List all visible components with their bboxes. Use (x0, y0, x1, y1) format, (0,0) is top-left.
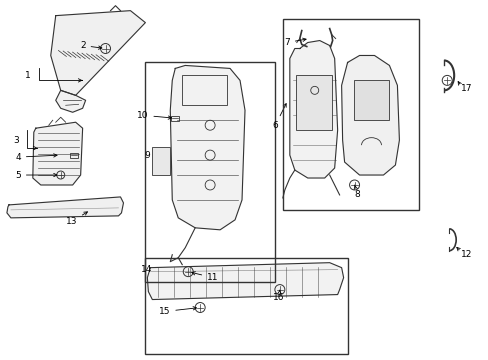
Bar (145, 62, 274, 282)
Polygon shape (7, 197, 123, 218)
Text: 1: 1 (25, 71, 31, 80)
Polygon shape (289, 41, 337, 178)
Text: 11: 11 (191, 272, 218, 282)
Polygon shape (56, 90, 85, 112)
Text: 4: 4 (15, 153, 57, 162)
Text: 10: 10 (137, 111, 171, 120)
Text: 2: 2 (80, 41, 102, 50)
Text: 8: 8 (353, 185, 360, 199)
Text: 9: 9 (144, 150, 150, 159)
Bar (182, 75, 226, 105)
Bar (145, 258, 347, 354)
Bar (282, 19, 419, 210)
Text: 17: 17 (460, 84, 472, 93)
Bar (152, 147, 170, 175)
Text: 3: 3 (13, 136, 19, 145)
Text: 13: 13 (65, 212, 87, 226)
Text: 6: 6 (271, 121, 277, 130)
Text: 12: 12 (460, 250, 471, 259)
Bar (353, 80, 388, 120)
Text: 14: 14 (141, 265, 152, 274)
Bar (69, 153, 78, 158)
Polygon shape (170, 66, 244, 230)
Text: 7: 7 (284, 38, 305, 47)
Text: 5: 5 (15, 171, 57, 180)
Polygon shape (147, 263, 343, 300)
Text: 15: 15 (159, 307, 196, 316)
Bar (295, 75, 331, 130)
Polygon shape (33, 122, 82, 185)
Text: 16: 16 (273, 290, 285, 302)
Polygon shape (341, 55, 399, 175)
Polygon shape (51, 11, 145, 95)
Bar (171, 116, 179, 121)
